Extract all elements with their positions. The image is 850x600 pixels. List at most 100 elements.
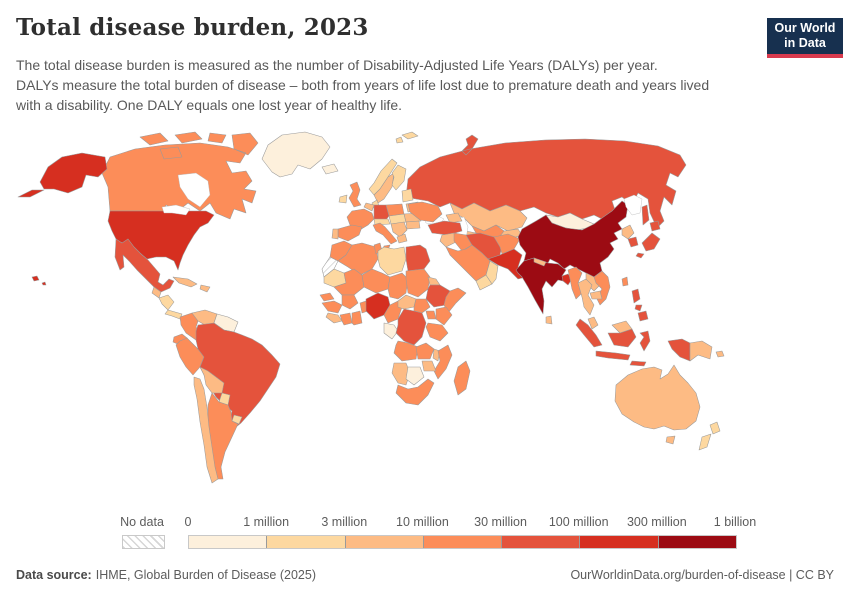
country-mozambique[interactable] [433,344,453,380]
country-philippines[interactable] [631,288,649,322]
owid-logo-line2: in Data [784,36,826,50]
water-sea-of-okhotsk [623,194,643,216]
country-kenya[interactable] [435,306,453,326]
legend-tick-label: 1 million [243,515,290,529]
country-angola[interactable] [393,340,419,362]
country-usa-alaska[interactable] [17,152,108,198]
country-north-korea[interactable] [621,224,635,240]
country-brazil[interactable] [195,322,281,428]
country-chile[interactable] [193,376,219,484]
country-baltic-states[interactable] [401,188,414,203]
country-madagascar[interactable] [453,360,471,396]
country-caucasus[interactable] [445,212,463,224]
legend-bin-4[interactable] [501,536,580,548]
legend-no-data-swatch[interactable] [122,535,165,549]
country-benelux[interactable] [363,202,375,212]
country-south-africa[interactable] [395,378,435,406]
country-turkey[interactable] [427,220,463,236]
legend-bin-1[interactable] [266,536,345,548]
country-algeria[interactable] [337,242,379,276]
world-map [10,127,843,506]
country-chad[interactable] [387,272,409,300]
country-eritrea[interactable] [427,276,441,286]
water-hudson-bay [177,172,211,208]
country-zimbabwe[interactable] [421,360,437,372]
country-balkans[interactable] [390,221,408,238]
country-cuba[interactable] [172,276,198,288]
owid-logo[interactable]: Our World in Data [767,18,843,58]
country-dr-congo[interactable] [395,308,427,346]
country-japan[interactable] [635,220,661,259]
country-costa-rica-panama[interactable] [164,309,183,320]
country-finland[interactable] [391,164,407,191]
country-gabon-congo[interactable] [383,322,399,340]
country-usa[interactable] [107,210,215,271]
country-oman[interactable] [485,260,499,285]
legend-tick-labels: 0 1 million 3 million 10 million 30 million 1… [185,515,757,531]
country-papua-new-guinea[interactable] [689,340,725,362]
country-australia[interactable] [614,364,701,445]
country-somalia[interactable] [443,287,467,314]
country-libya[interactable] [377,246,407,276]
country-mexico[interactable] [114,238,175,293]
country-uruguay[interactable] [231,414,243,425]
country-thailand[interactable] [577,278,595,316]
country-burkina-faso[interactable] [341,294,359,310]
legend-bin-6[interactable] [657,536,736,548]
country-ghana[interactable] [351,310,363,326]
country-united-kingdom[interactable] [348,181,362,208]
country-new-zealand[interactable] [698,421,721,451]
legend-tick-label: 10 million [396,515,449,529]
country-syria-levant[interactable] [439,232,459,248]
legend-bin-5[interactable] [579,536,658,548]
country-ukraine[interactable] [407,201,443,223]
water-great-lakes [161,204,191,216]
country-russia-sakhalin[interactable] [641,204,650,226]
country-bulgaria[interactable] [405,220,421,230]
chart-subtitle-line: with a disability. One DALY equals one l… [16,97,402,113]
country-taiwan[interactable] [621,276,629,287]
country-niger[interactable] [361,268,391,294]
country-iceland[interactable] [321,163,339,175]
country-cambodia[interactable] [589,290,603,300]
country-sri-lanka[interactable] [545,315,553,325]
legend-tick-label: 1 billion [713,515,757,529]
country-honduras-nicaragua[interactable] [158,294,175,311]
country-sudan[interactable] [405,268,431,298]
country-germany[interactable] [373,204,390,222]
country-botswana[interactable] [405,366,425,386]
country-svalbard[interactable] [395,131,419,144]
country-usa-hawaii[interactable] [31,275,47,286]
country-egypt[interactable] [405,244,431,272]
country-ireland[interactable] [338,194,348,204]
legend-bin-0[interactable] [189,536,267,548]
country-hispaniola[interactable] [199,284,211,293]
legend-bin-2[interactable] [344,536,423,548]
country-south-korea[interactable] [627,236,639,248]
country-nepal[interactable] [533,257,547,267]
country-greece[interactable] [396,233,408,244]
country-greenland[interactable] [261,131,331,178]
footer-link[interactable]: OurWorldinData.org/burden-of-disease | C… [570,568,834,582]
country-guinea[interactable] [321,300,343,314]
country-pakistan[interactable] [487,248,527,280]
country-india[interactable] [515,257,569,315]
country-malaysia[interactable] [587,316,633,334]
country-spain[interactable] [337,224,363,242]
country-uganda[interactable] [425,310,437,320]
country-indonesia[interactable] [575,318,691,367]
country-sierra-leone-liberia[interactable] [325,312,343,324]
legend-tick-label: 30 million [474,515,527,529]
country-tanzania[interactable] [425,322,449,342]
country-kazakhstan[interactable] [449,202,528,232]
country-cote-divoire[interactable] [339,312,353,326]
legend-bin-3[interactable] [422,536,502,548]
country-namibia[interactable] [391,362,411,386]
owid-logo-line1: Our World [774,21,836,35]
country-portugal[interactable] [331,228,339,240]
country-zambia[interactable] [415,342,435,360]
country-senegal[interactable] [319,292,335,302]
chart-subtitle-line: DALYs measure the total burden of diseas… [16,77,710,93]
legend-color-bar [188,535,737,549]
